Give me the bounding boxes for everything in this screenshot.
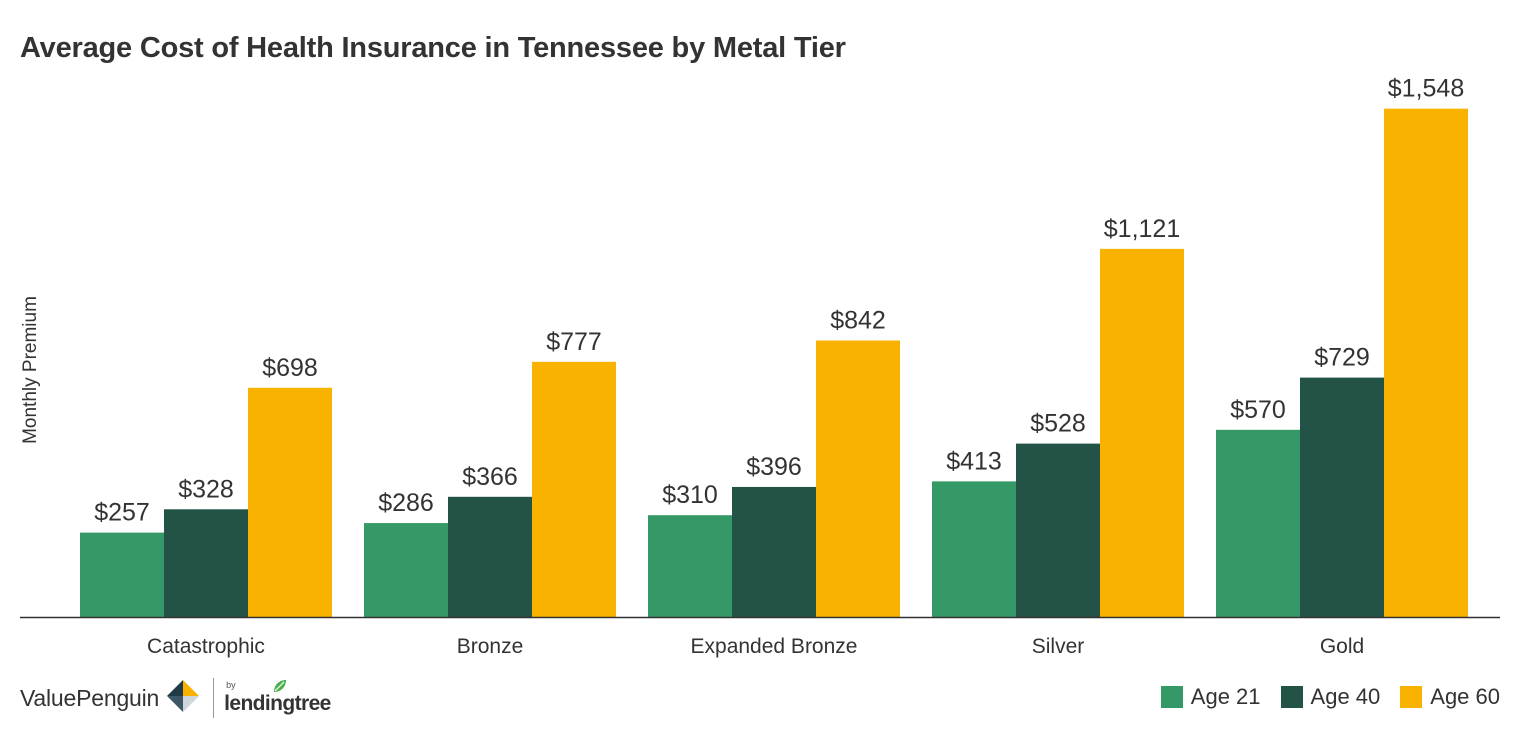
legend-item-age-60: Age 60 bbox=[1400, 684, 1500, 710]
legend-swatch bbox=[1280, 686, 1303, 708]
y-axis-label-group: Monthly Premium bbox=[20, 296, 41, 444]
bar-silver-age-60 bbox=[1100, 248, 1184, 617]
bar-expanded-bronze-age-60 bbox=[816, 340, 900, 617]
bar-value-label: $257 bbox=[94, 499, 150, 527]
bar-value-label: $396 bbox=[746, 453, 802, 481]
bar-value-label: $842 bbox=[830, 306, 886, 334]
legend-swatch bbox=[1400, 686, 1423, 708]
bar-silver-age-40 bbox=[1016, 443, 1100, 617]
bar-silver-age-21 bbox=[932, 481, 1016, 617]
bar-expanded-bronze-age-21 bbox=[648, 515, 732, 617]
valuepenguin-wordmark: ValuePenguin bbox=[20, 684, 160, 711]
bar-value-label: $310 bbox=[662, 481, 718, 509]
bar-catastrophic-age-40 bbox=[164, 509, 248, 617]
bar-value-label: $1,121 bbox=[1104, 215, 1180, 243]
brand-divider bbox=[213, 678, 215, 718]
bar-value-label: $366 bbox=[462, 463, 518, 491]
lendingtree-leaf-icon bbox=[274, 680, 287, 692]
bar-value-label: $729 bbox=[1314, 344, 1370, 372]
bar-bronze-age-40 bbox=[448, 496, 532, 617]
bar-catastrophic-age-21 bbox=[80, 532, 164, 617]
bar-catastrophic-age-60 bbox=[248, 387, 332, 617]
x-tick-label: Catastrophic bbox=[147, 635, 265, 658]
bar-value-label: $777 bbox=[546, 328, 602, 356]
bar-value-label: $570 bbox=[1230, 396, 1286, 424]
legend-item-age-40: Age 40 bbox=[1280, 684, 1381, 710]
legend-item-age-21: Age 21 bbox=[1160, 684, 1261, 710]
x-tick-label: Silver bbox=[1032, 635, 1085, 658]
valuepenguin-logo-icon bbox=[167, 680, 200, 712]
bar-gold-age-21 bbox=[1216, 429, 1300, 617]
bar-value-label: $413 bbox=[946, 447, 1002, 475]
bar-value-label: $1,548 bbox=[1388, 75, 1464, 103]
footer-brand: ValuePenguin by lendingtree bbox=[20, 676, 331, 720]
legend-swatch bbox=[1160, 686, 1183, 708]
bar-bronze-age-21 bbox=[364, 523, 448, 617]
lendingtree-wordmark: lendingtree bbox=[224, 692, 331, 715]
bar-value-label: $286 bbox=[378, 489, 434, 517]
bars-group bbox=[80, 108, 1468, 618]
x-tick-label: Expanded Bronze bbox=[691, 635, 858, 658]
bar-value-label: $528 bbox=[1030, 410, 1086, 438]
legend-label: Age 60 bbox=[1430, 684, 1500, 709]
chart-title: Average Cost of Health Insurance in Tenn… bbox=[20, 32, 846, 64]
x-tick-label: Bronze bbox=[457, 635, 524, 658]
partner-prefix: by bbox=[226, 680, 236, 690]
bar-gold-age-60 bbox=[1384, 108, 1468, 618]
bar-expanded-bronze-age-40 bbox=[732, 486, 816, 617]
x-tick-label: Gold bbox=[1320, 635, 1364, 658]
legend-label: Age 21 bbox=[1190, 684, 1261, 709]
value-labels-group: $257 $328 $698 $286 $366 $777 $310 $396 $842 $413… bbox=[94, 75, 1464, 527]
legend-label: Age 40 bbox=[1310, 684, 1381, 709]
bar-gold-age-40 bbox=[1300, 377, 1384, 617]
bar-bronze-age-60 bbox=[532, 361, 616, 617]
bar-value-label: $698 bbox=[262, 354, 318, 382]
chart-legend: Age 21 Age 40 Age 60 bbox=[1141, 684, 1500, 710]
y-axis-label: Monthly Premium bbox=[20, 296, 41, 444]
bar-value-label: $328 bbox=[178, 475, 234, 503]
x-tick-labels-group: Catastrophic Bronze Expanded Bronze Silver G… bbox=[147, 635, 1364, 658]
